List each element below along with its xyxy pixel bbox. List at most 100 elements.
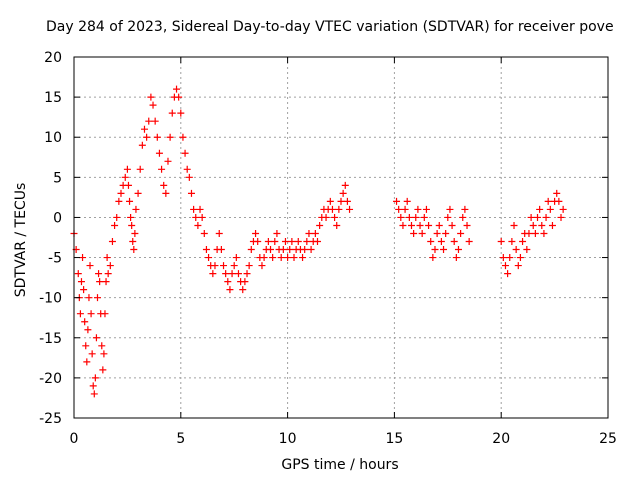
data-point [316, 221, 324, 229]
data-point [448, 221, 456, 229]
data-point [401, 205, 409, 213]
data-point [198, 213, 206, 221]
data-point [427, 238, 435, 246]
data-point [243, 270, 251, 278]
data-point [322, 213, 330, 221]
data-point [288, 238, 296, 246]
data-point [504, 270, 512, 278]
data-point [93, 294, 101, 302]
data-point [131, 229, 139, 237]
data-point [132, 205, 140, 213]
axis-ticks [73, 56, 609, 419]
data-point [74, 270, 82, 278]
data-point [523, 246, 531, 254]
data-point [416, 221, 424, 229]
data-point [506, 254, 514, 262]
data-point [115, 197, 123, 205]
data-point [346, 205, 354, 213]
data-point [83, 358, 91, 366]
data-point [155, 149, 163, 157]
data-point [527, 213, 535, 221]
data-point [290, 254, 298, 262]
data-point [149, 101, 157, 109]
data-point [403, 197, 411, 205]
data-point [341, 181, 349, 189]
data-point [85, 294, 93, 302]
data-point [437, 238, 445, 246]
data-point [294, 238, 302, 246]
data-point [82, 342, 90, 350]
data-point [440, 246, 448, 254]
data-point [442, 229, 450, 237]
data-point [217, 246, 225, 254]
data-point [160, 181, 168, 189]
data-point [87, 310, 95, 318]
data-point [126, 197, 134, 205]
x-tick-label: 25 [599, 431, 617, 447]
data-point [279, 246, 287, 254]
y-tick-label: -15 [39, 331, 62, 347]
data-point [194, 221, 202, 229]
data-point [136, 165, 144, 173]
data-point [239, 286, 247, 294]
data-point [95, 270, 103, 278]
data-point [303, 238, 311, 246]
data-point [339, 189, 347, 197]
data-point [555, 197, 563, 205]
data-point [138, 141, 146, 149]
data-point [519, 238, 527, 246]
data-point [544, 197, 552, 205]
data-point [534, 213, 542, 221]
data-point [153, 133, 161, 141]
data-point [129, 238, 137, 246]
data-point [459, 213, 467, 221]
data-point [286, 246, 294, 254]
data-point [200, 229, 208, 237]
data-point [335, 205, 343, 213]
data-point [100, 350, 108, 358]
data-point [407, 221, 415, 229]
data-point [145, 117, 153, 125]
data-point [88, 350, 96, 358]
data-point [326, 197, 334, 205]
grid [74, 57, 608, 418]
data-point [410, 229, 418, 237]
data-point [205, 254, 213, 262]
data-point [164, 157, 172, 165]
data-point [512, 246, 520, 254]
data-point [559, 205, 567, 213]
data-point [187, 189, 195, 197]
data-point [254, 238, 262, 246]
data-point [92, 334, 100, 342]
data-point [151, 117, 159, 125]
y-tick-label: -25 [39, 411, 62, 427]
data-point [80, 286, 88, 294]
y-tick-label: 20 [44, 50, 62, 66]
data-point [185, 173, 193, 181]
data-point [117, 189, 125, 197]
data-point [101, 310, 109, 318]
data-point [177, 109, 185, 117]
data-point [84, 326, 92, 334]
data-point [106, 262, 114, 270]
data-point [314, 238, 322, 246]
data-point [102, 278, 110, 286]
data-point [130, 246, 138, 254]
y-tick-label: 15 [44, 90, 62, 106]
data-point [514, 262, 522, 270]
data-point [299, 254, 307, 262]
data-point [546, 205, 554, 213]
data-point [222, 270, 230, 278]
data-point [121, 173, 129, 181]
data-point [226, 286, 234, 294]
data-point [277, 254, 285, 262]
data-point [307, 246, 315, 254]
data-point [192, 213, 200, 221]
data-point [397, 213, 405, 221]
data-point [414, 205, 422, 213]
data-point [301, 246, 309, 254]
data-point [196, 205, 204, 213]
y-tick-label: 10 [44, 130, 62, 146]
data-point [420, 213, 428, 221]
data-point [166, 133, 174, 141]
